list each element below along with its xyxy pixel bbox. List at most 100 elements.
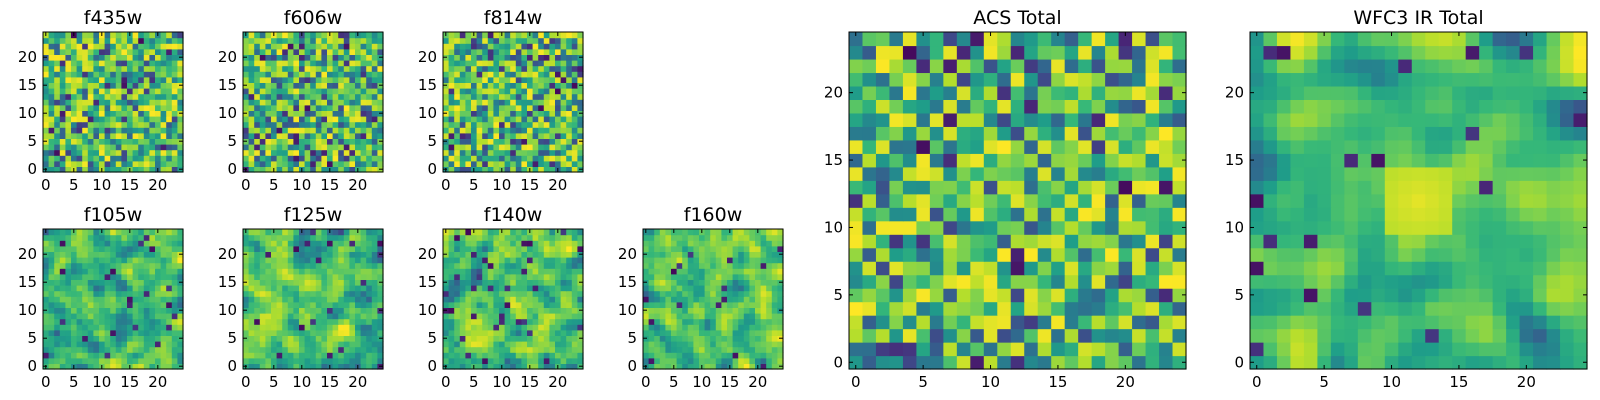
heatmap-cell (327, 82, 334, 89)
heatmap-cell (54, 363, 61, 370)
heatmap-cell (171, 88, 178, 95)
heatmap-cell (538, 110, 545, 117)
heatmap-cell (777, 301, 784, 308)
heatmap-cell (127, 104, 134, 111)
heatmap-cell (889, 315, 904, 330)
heatmap-cell (654, 273, 661, 280)
heatmap-cell (465, 71, 472, 78)
heatmap-cell (862, 274, 877, 289)
heatmap-cell (577, 48, 584, 55)
heatmap-cell (360, 346, 367, 353)
heatmap-cell (555, 352, 562, 359)
heatmap-cell (299, 93, 306, 100)
heatmap-cell (659, 245, 666, 252)
heatmap-cell (510, 144, 517, 151)
heatmap-cell (132, 251, 139, 258)
heatmap-cell (243, 71, 250, 78)
heatmap-cell (454, 257, 461, 264)
heatmap-cell (527, 290, 534, 297)
heatmap-cell (538, 144, 545, 151)
heatmap-cell (293, 149, 300, 156)
heatmap-cell (643, 273, 650, 280)
heatmap-cell (271, 99, 278, 106)
heatmap-cell (315, 245, 322, 252)
heatmap-cell (315, 82, 322, 89)
heatmap-cell (676, 357, 683, 364)
heatmap-cell (443, 234, 450, 241)
heatmap-cell (248, 76, 255, 83)
heatmap-cell (132, 37, 139, 44)
heatmap-cell (293, 43, 300, 50)
heatmap-cell (65, 121, 72, 128)
heatmap-cell (287, 54, 294, 61)
heatmap-cell (715, 251, 722, 258)
heatmap-cell (997, 234, 1012, 249)
heatmap-cell (110, 273, 117, 280)
heatmap-cell (687, 313, 694, 320)
heatmap-cell (332, 104, 339, 111)
heatmap-cell (48, 324, 55, 331)
heatmap-cell (571, 155, 578, 162)
heatmap-cell (499, 144, 506, 151)
heatmap-cell (749, 341, 756, 348)
heatmap-cell (82, 290, 89, 297)
heatmap-cell (166, 32, 173, 39)
heatmap-cell (504, 285, 511, 292)
heatmap-cell (254, 37, 261, 44)
heatmap-cell (515, 71, 522, 78)
heatmap-cell (743, 335, 750, 342)
heatmap-cell (87, 352, 94, 359)
heatmap-cell (771, 229, 778, 236)
heatmap-cell (48, 329, 55, 336)
heatmap-cell (366, 82, 373, 89)
heatmap-cell (1132, 342, 1147, 357)
heatmap-cell (54, 324, 61, 331)
heatmap-cell (371, 296, 378, 303)
heatmap-cell (499, 234, 506, 241)
heatmap-cell (99, 155, 106, 162)
heatmap-cell (687, 273, 694, 280)
heatmap-cell (360, 65, 367, 72)
heatmap-cell (543, 335, 550, 342)
heatmap-cell (315, 307, 322, 314)
heatmap-cell (1010, 274, 1025, 289)
heatmap-cell (875, 288, 891, 303)
heatmap-cell (471, 93, 478, 100)
heatmap-cell (1145, 180, 1160, 195)
heatmap-cell (254, 234, 261, 241)
heatmap-cell (577, 324, 584, 331)
heatmap-cell (454, 307, 461, 314)
heatmap-cell (1145, 166, 1160, 181)
heatmap-cell (248, 273, 255, 280)
heatmap-cell (527, 257, 534, 264)
heatmap-cell (510, 149, 517, 156)
heatmap-cell (343, 166, 350, 173)
heatmap-cell (299, 296, 306, 303)
heatmap-cell (532, 88, 539, 95)
heatmap-cell (287, 341, 294, 348)
heatmap-cell (902, 166, 917, 181)
heatmap-cell (732, 290, 739, 297)
heatmap-cell (76, 240, 83, 247)
heatmap-cell (471, 341, 478, 348)
heatmap-cell (555, 37, 562, 44)
heatmap-cell (487, 104, 494, 111)
heatmap-cell (276, 268, 283, 275)
heatmap-cell (282, 285, 289, 292)
heatmap-cell (849, 355, 864, 370)
heatmap-cell (360, 257, 367, 264)
heatmap-cell (499, 121, 506, 128)
heatmap-cell (566, 110, 573, 117)
heatmap-cell (521, 127, 528, 134)
heatmap-cell (493, 99, 500, 106)
heatmap-cell (671, 335, 678, 342)
heatmap-cell (155, 257, 162, 264)
heatmap-cell (560, 257, 567, 264)
heatmap-cell (448, 76, 455, 83)
heatmap-cell (304, 138, 311, 145)
heatmap-cell (571, 144, 578, 151)
heatmap-cell (693, 240, 700, 247)
heatmap-cell (727, 357, 734, 364)
